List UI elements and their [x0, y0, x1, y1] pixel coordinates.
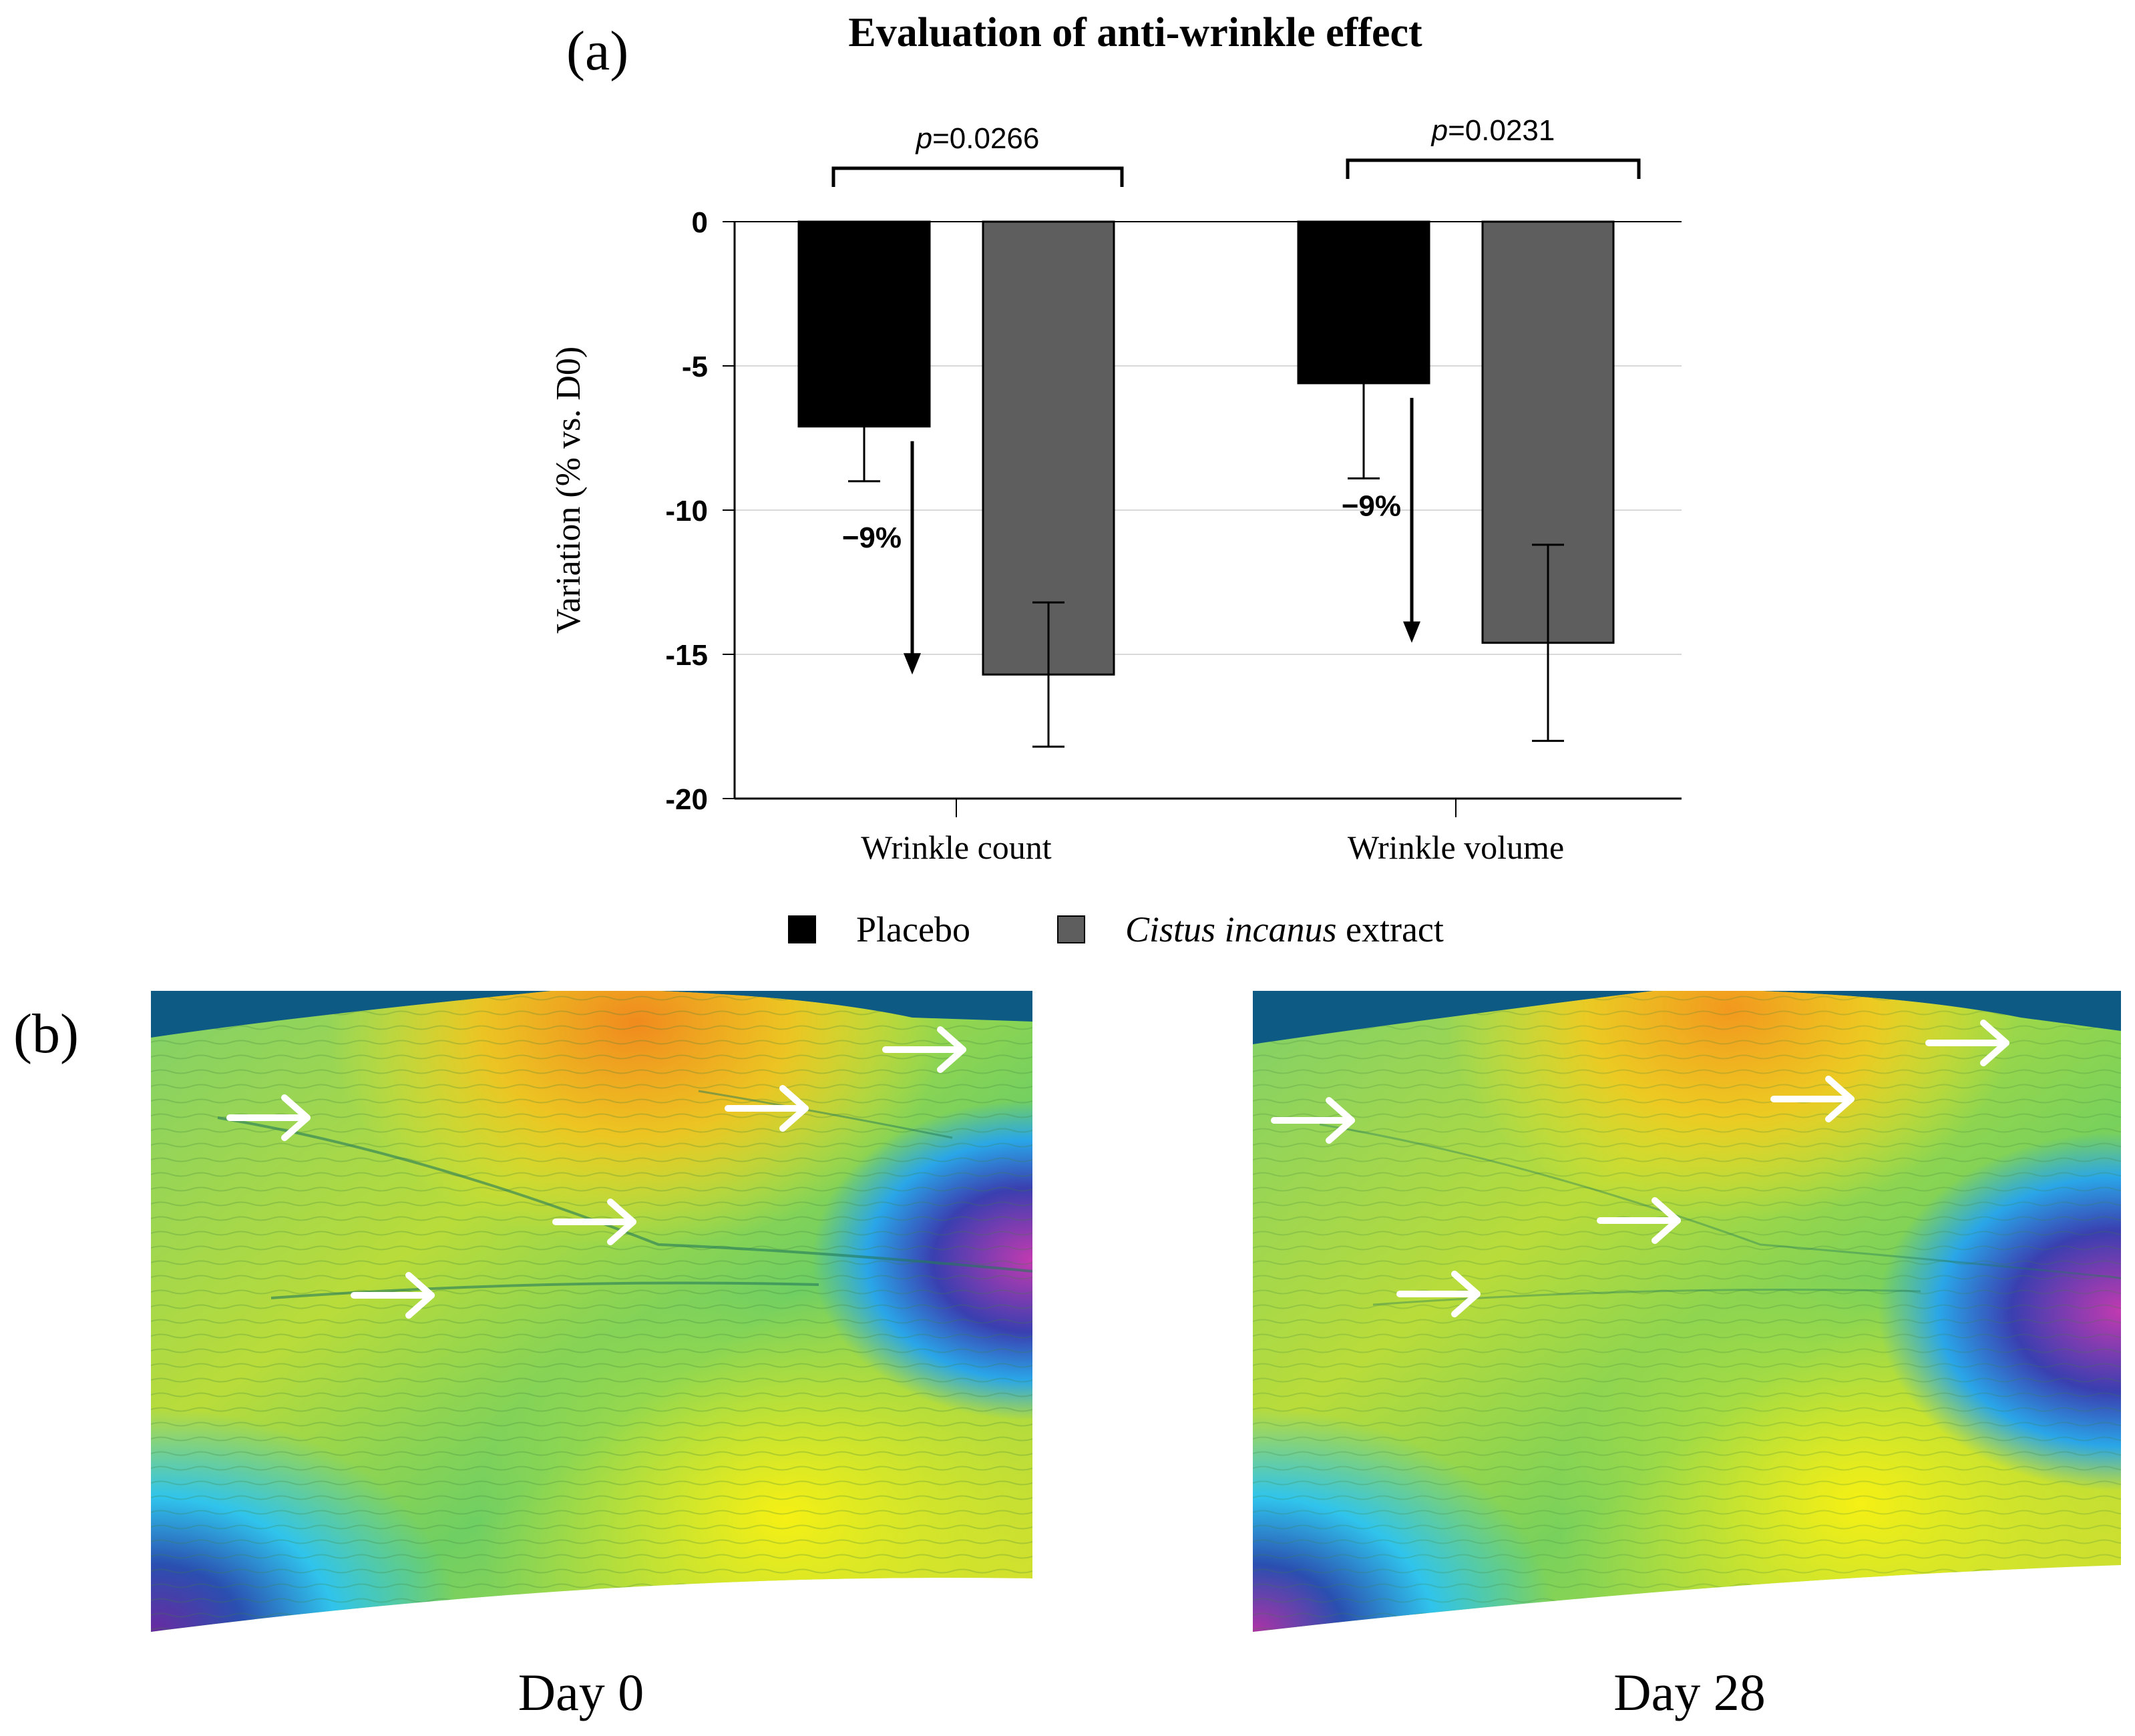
arrow-icon [725, 1085, 809, 1132]
arrow-icon [552, 1199, 636, 1245]
p-value-symbol: p [1430, 114, 1448, 147]
wrinkle-arrows-day0 [226, 1026, 966, 1319]
bar-chart: 0 -5 -10 -15 -20 Variation (% vs. D0) Wrinkle … [550, 114, 1682, 866]
significance-bracket [831, 166, 1124, 187]
arrow-icon [1396, 1271, 1481, 1317]
arrow-icon [226, 1094, 311, 1141]
difference-arrowhead [904, 653, 921, 675]
caption-day28: Day 28 [1613, 1663, 1766, 1721]
y-tick-label: -15 [665, 639, 708, 672]
arrow-icon [882, 1026, 966, 1073]
p-value-label: p=0.0266 [915, 122, 1040, 155]
legend-label-placebo: Placebo [856, 909, 970, 949]
p-value-label: p=0.0231 [1430, 114, 1555, 147]
arrow-icon [351, 1272, 435, 1319]
legend-swatch-placebo [788, 915, 816, 943]
bar-placebo-count [797, 220, 931, 428]
y-tick-label: -20 [665, 783, 708, 816]
skin-surface-day0 [151, 991, 1032, 1632]
arrow-icon [1770, 1076, 1855, 1122]
skin-surface-day28 [1253, 991, 2121, 1632]
bar-extract-count [982, 220, 1115, 676]
chart-legend: Placebo Cistus incanus extract [788, 903, 1531, 956]
legend-item-extract: Cistus incanus extract [1056, 909, 1444, 950]
significance-bracket [1346, 158, 1641, 179]
difference-arrowhead [1403, 621, 1420, 643]
y-tick-label: -10 [665, 495, 708, 527]
panel-b-label: (b) [13, 1003, 79, 1065]
bar-placebo-volume [1297, 220, 1430, 385]
chart-title: Evaluation of anti-wrinkle effect [848, 10, 1422, 55]
arrow-icon [1925, 1020, 2009, 1066]
legend-label-extract-suffix: extract [1336, 909, 1444, 949]
p-value-symbol: p [915, 122, 932, 155]
p-value-number: =0.0266 [932, 122, 1039, 155]
legend-label-extract: Cistus incanus extract [1125, 909, 1444, 950]
wrinkle-arrows-day28 [1271, 1020, 2009, 1317]
x-tick-label: Wrinkle count [861, 829, 1052, 866]
difference-label: −9% [842, 521, 902, 554]
arrow-icon [1271, 1097, 1355, 1144]
legend-item-placebo: Placebo [788, 909, 970, 950]
y-tick-label: -5 [682, 351, 708, 383]
y-axis-label: Variation (% vs. D0) [550, 347, 588, 634]
difference-label: −9% [1342, 490, 1401, 523]
legend-label-extract-species: Cistus incanus [1125, 909, 1337, 949]
x-tick-label: Wrinkle volume [1348, 829, 1564, 866]
caption-day0: Day 0 [518, 1663, 644, 1721]
arrow-icon [1597, 1197, 1681, 1244]
legend-swatch-extract [1056, 915, 1085, 943]
panel-a-label: (a) [566, 20, 629, 82]
y-tick-label: 0 [692, 206, 708, 239]
p-value-number: =0.0231 [1448, 114, 1555, 147]
